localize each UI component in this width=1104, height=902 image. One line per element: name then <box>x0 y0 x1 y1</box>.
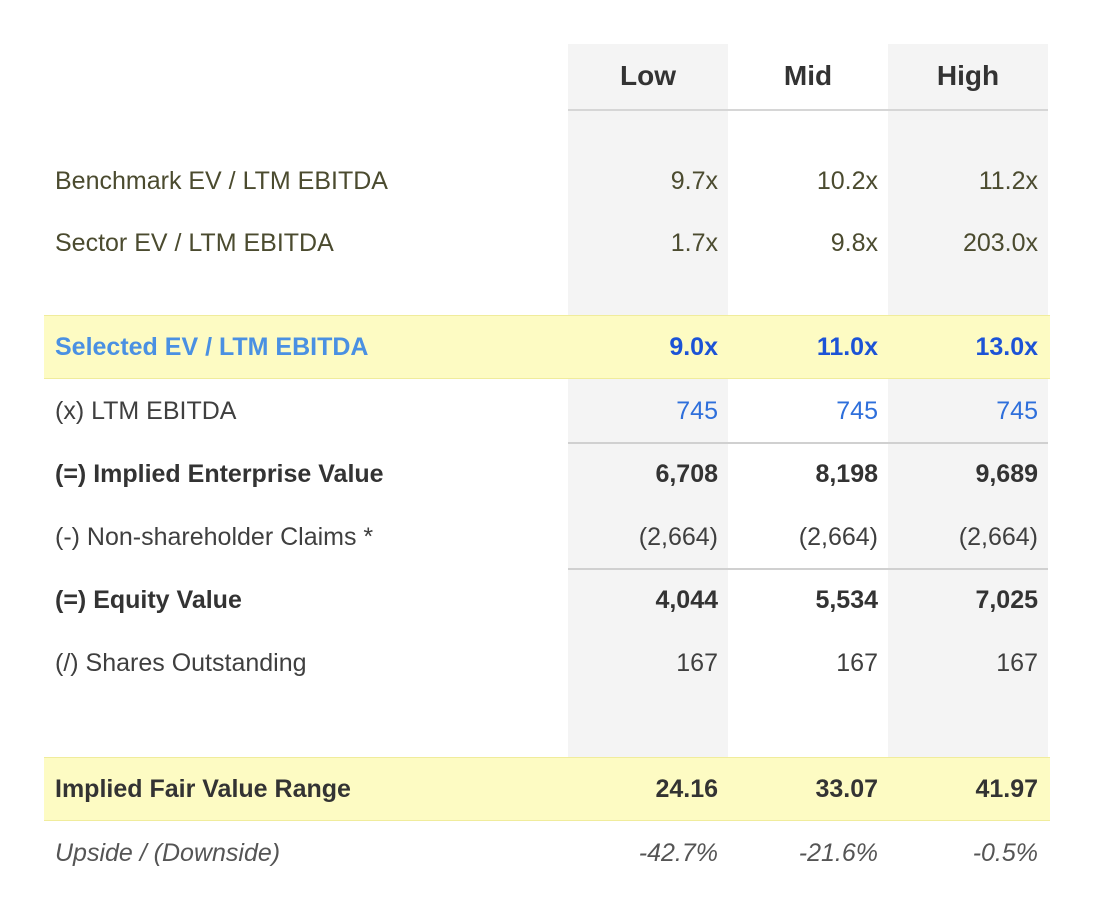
cell-mid: 10.2x <box>816 167 878 195</box>
cell-low: 167 <box>676 649 718 677</box>
cell-low: 745 <box>676 397 718 425</box>
row-divider <box>568 442 1048 444</box>
cell-high: 745 <box>996 397 1038 425</box>
cell-low: (2,664) <box>638 523 718 551</box>
row-label: Implied Fair Value Range <box>55 775 351 803</box>
cell-low: 24.16 <box>655 775 718 803</box>
row-divider <box>568 568 1048 570</box>
cell-low: 4,044 <box>655 586 718 614</box>
cell-high: 167 <box>996 649 1038 677</box>
cell-high: 41.97 <box>975 775 1038 803</box>
table-row-sector: Sector EV / LTM EBITDA 1.7x 9.8x 203.0x <box>0 223 1104 263</box>
fair-value-highlight <box>44 757 1050 821</box>
cell-mid: 745 <box>836 397 878 425</box>
cell-mid: 5,534 <box>815 586 878 614</box>
cell-mid: 8,198 <box>815 460 878 488</box>
row-label: Selected EV / LTM EBITDA <box>55 333 369 361</box>
row-label: Benchmark EV / LTM EBITDA <box>55 167 388 195</box>
table-row-benchmark: Benchmark EV / LTM EBITDA 9.7x 10.2x 11.… <box>0 161 1104 201</box>
table-row-upside: Upside / (Downside) -42.7% -21.6% -0.5% <box>0 833 1104 873</box>
selected-multiple-highlight <box>44 315 1050 379</box>
row-label: (x) LTM EBITDA <box>55 397 237 425</box>
row-label: Upside / (Downside) <box>55 839 281 867</box>
row-label: (=) Implied Enterprise Value <box>55 460 384 488</box>
table-row-ltm-ebitda: (x) LTM EBITDA 745 745 745 <box>0 391 1104 431</box>
table-row-shares: (/) Shares Outstanding 167 167 167 <box>0 643 1104 683</box>
column-header-high: High <box>936 60 1000 91</box>
high-column-shade <box>888 44 1048 758</box>
table-row-claims: (-) Non-shareholder Claims * (2,664) (2,… <box>0 517 1104 557</box>
table-row-selected: Selected EV / LTM EBITDA 9.0x 11.0x 13.0… <box>0 327 1104 367</box>
table-row-fair-value: Implied Fair Value Range 24.16 33.07 41.… <box>0 769 1104 809</box>
cell-high: 7,025 <box>975 586 1038 614</box>
header-divider <box>568 109 1048 111</box>
cell-mid: 11.0x <box>816 333 878 361</box>
cell-mid: 167 <box>836 649 878 677</box>
cell-low: 1.7x <box>670 229 718 257</box>
low-column-shade <box>568 44 728 758</box>
cell-high: 203.0x <box>962 229 1038 257</box>
cell-low: 9.0x <box>669 333 718 361</box>
cell-mid: 33.07 <box>815 775 878 803</box>
cell-low: 9.7x <box>670 167 718 195</box>
cell-high: (2,664) <box>958 523 1038 551</box>
cell-low: -42.7% <box>638 839 718 867</box>
cell-low: 6,708 <box>655 460 718 488</box>
cell-mid: 9.8x <box>830 229 878 257</box>
cell-high: 9,689 <box>975 460 1038 488</box>
column-header-mid: Mid <box>783 60 833 91</box>
cell-high: 11.2x <box>978 167 1038 195</box>
column-header-low: Low <box>620 60 676 91</box>
row-label: Sector EV / LTM EBITDA <box>55 229 334 257</box>
cell-mid: (2,664) <box>798 523 878 551</box>
table-row-implied-ev: (=) Implied Enterprise Value 6,708 8,198… <box>0 454 1104 494</box>
row-label: (/) Shares Outstanding <box>55 649 307 677</box>
cell-high: 13.0x <box>975 333 1038 361</box>
cell-high: -0.5% <box>972 839 1038 867</box>
cell-mid: -21.6% <box>798 839 878 867</box>
table-row-equity: (=) Equity Value 4,044 5,534 7,025 <box>0 580 1104 620</box>
row-label: (=) Equity Value <box>55 586 242 614</box>
row-label: (-) Non-shareholder Claims * <box>55 523 374 551</box>
